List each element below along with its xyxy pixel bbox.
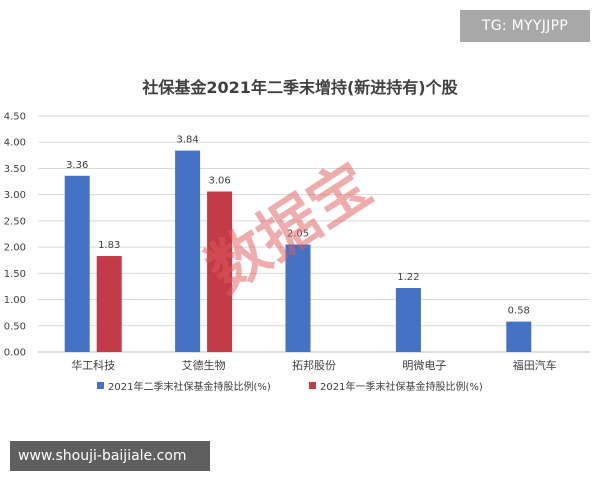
y-tick-label: 2.50 <box>4 216 26 227</box>
bar-q2-3 <box>285 244 311 352</box>
bar-q1-1 <box>96 256 122 352</box>
y-tick-label: 3.00 <box>4 190 26 201</box>
legend-label: 2021年二季末社保基金持股比例(%) <box>108 380 271 393</box>
bar-q2-2 <box>175 150 201 352</box>
y-tick-label: 4.50 <box>4 112 26 123</box>
y-tick-label: 4.00 <box>4 138 26 149</box>
y-tick-label: 1.00 <box>4 295 26 306</box>
data-label: 1.83 <box>98 240 120 251</box>
y-axis-ticks: 0.00 0.50 1.00 1.50 2.00 2.50 3.00 3.50 4.00 4.50 <box>4 112 26 359</box>
category-label: 明微电子 <box>402 358 446 372</box>
y-tick-label: 1.50 <box>4 269 26 280</box>
bar-q2-5 <box>506 321 532 352</box>
legend-swatch <box>309 382 316 389</box>
data-label: 3.06 <box>208 176 230 187</box>
legend-label: 2021年一季末社保基金持股比例(%) <box>320 380 483 393</box>
category-label: 华工科技 <box>71 358 115 372</box>
telegram-id-badge: TG: MYYJJPP <box>460 10 590 42</box>
legend-swatch <box>97 382 104 389</box>
gridlines <box>38 115 590 353</box>
bars <box>64 150 532 352</box>
x-axis-categories: 华工科技 艾德生物 拓邦股份 明微电子 福田汽车 <box>71 358 557 372</box>
website-url-banner: www.shouji-baijiale.com <box>10 441 210 471</box>
y-tick-label: 0.50 <box>4 321 26 332</box>
category-label: 拓邦股份 <box>292 358 336 372</box>
data-label: 2.05 <box>287 228 309 239</box>
category-label: 艾德生物 <box>182 358 226 372</box>
data-label: 1.22 <box>397 272 419 283</box>
chart-title: 社保基金2021年二季末增持(新进持有)个股 <box>141 78 458 97</box>
data-label: 0.58 <box>508 306 530 317</box>
y-tick-label: 2.00 <box>4 243 26 254</box>
bar-q2-4 <box>395 288 421 352</box>
y-tick-label: 0.00 <box>4 348 26 359</box>
bar-q2-1 <box>64 175 90 352</box>
data-labels: 3.36 1.83 3.84 3.06 2.05 1.22 0.58 <box>66 135 530 317</box>
bar-q1-2 <box>207 191 233 352</box>
data-label: 3.84 <box>176 135 198 146</box>
data-label: 3.36 <box>66 160 88 171</box>
y-tick-label: 3.50 <box>4 164 26 175</box>
chart-legend: 2021年二季末社保基金持股比例(%) 2021年一季末社保基金持股比例(%) <box>97 380 483 393</box>
category-label: 福田汽车 <box>513 358 557 372</box>
